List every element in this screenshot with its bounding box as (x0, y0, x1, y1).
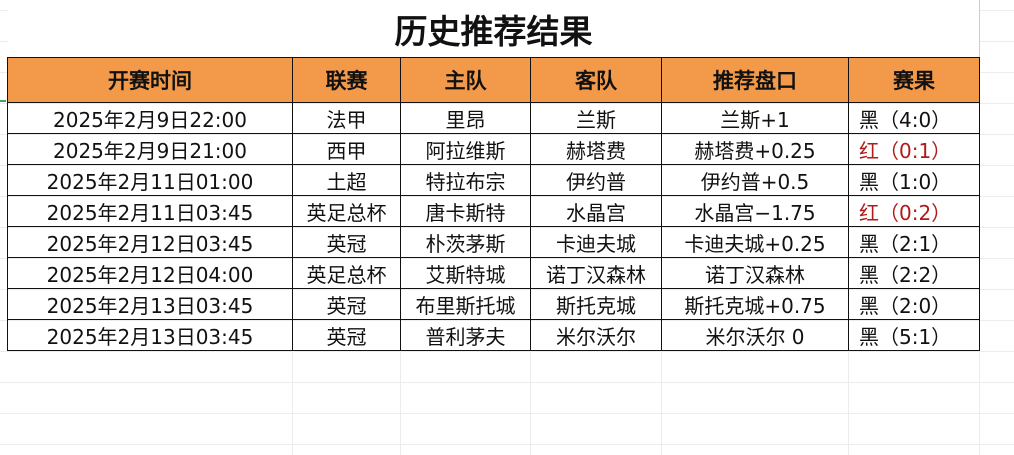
pick-cell[interactable]: 斯托克城+0.75 (661, 288, 849, 320)
away-cell[interactable]: 米尔沃尔 (530, 319, 662, 351)
table-row: 2025年2月12日03:45 英冠 朴茨茅斯 卡迪夫城 卡迪夫城+0.25 黑（2:1） (7, 226, 980, 258)
league-cell[interactable]: 英足总杯 (292, 257, 401, 289)
pick-cell[interactable]: 兰斯+1 (661, 102, 849, 134)
result-cell[interactable]: 黑（2:1） (848, 226, 980, 258)
table-row: 2025年2月11日01:00 土超 特拉布宗 伊约普 伊约普+0.5 黑（1:0） (7, 164, 980, 196)
results-table: 开赛时间 联赛 主队 客队 推荐盘口 赛果 2025年2月9日22:00 法甲 里昂… (7, 57, 980, 351)
league-cell[interactable]: 英冠 (292, 226, 401, 258)
table-row: 2025年2月11日03:45 英足总杯 唐卡斯特 水晶宫 水晶宫−1.75 红（0:2） (7, 195, 980, 227)
away-cell[interactable]: 斯托克城 (530, 288, 662, 320)
gridline (661, 351, 662, 455)
table-row: 2025年2月13日03:45 英冠 普利茅夫 米尔沃尔 米尔沃尔 0 黑（5:1） (7, 319, 980, 351)
league-cell[interactable]: 法甲 (292, 102, 401, 134)
row-selection-marker (0, 100, 6, 102)
pick-cell[interactable]: 水晶宫−1.75 (661, 195, 849, 227)
home-cell[interactable]: 阿拉维斯 (400, 133, 531, 165)
time-cell[interactable]: 2025年2月9日22:00 (7, 102, 293, 134)
gridline (979, 351, 980, 455)
time-cell[interactable]: 2025年2月11日03:45 (7, 195, 293, 227)
header-row: 开赛时间 联赛 主队 客队 推荐盘口 赛果 (7, 57, 980, 103)
result-cell[interactable]: 黑（2:2） (848, 257, 980, 289)
home-cell[interactable]: 唐卡斯特 (400, 195, 531, 227)
league-cell[interactable]: 西甲 (292, 133, 401, 165)
pick-cell[interactable]: 赫塔费+0.25 (661, 133, 849, 165)
home-cell[interactable]: 特拉布宗 (400, 164, 531, 196)
away-cell[interactable]: 兰斯 (530, 102, 662, 134)
time-cell[interactable]: 2025年2月9日21:00 (7, 133, 293, 165)
away-cell[interactable]: 水晶宫 (530, 195, 662, 227)
home-cell[interactable]: 朴茨茅斯 (400, 226, 531, 258)
table-row: 2025年2月12日04:00 英足总杯 艾斯特城 诺丁汉森林 诺丁汉森林 黑（2:2） (7, 257, 980, 289)
result-cell[interactable]: 黑（4:0） (848, 102, 980, 134)
header-home[interactable]: 主队 (400, 57, 531, 103)
home-cell[interactable]: 里昂 (400, 102, 531, 134)
time-cell[interactable]: 2025年2月12日03:45 (7, 226, 293, 258)
gridline (530, 351, 531, 455)
time-cell[interactable]: 2025年2月13日03:45 (7, 288, 293, 320)
gridline (848, 351, 849, 455)
header-result[interactable]: 赛果 (848, 57, 980, 103)
result-cell[interactable]: 黑（5:1） (848, 319, 980, 351)
header-league[interactable]: 联赛 (292, 57, 401, 103)
time-cell[interactable]: 2025年2月11日01:00 (7, 164, 293, 196)
time-cell[interactable]: 2025年2月12日04:00 (7, 257, 293, 289)
gridline (400, 351, 401, 455)
pick-cell[interactable]: 诺丁汉森林 (661, 257, 849, 289)
table-row: 2025年2月9日21:00 西甲 阿拉维斯 赫塔费 赫塔费+0.25 红（0:1） (7, 133, 980, 165)
table-row: 2025年2月9日22:00 法甲 里昂 兰斯 兰斯+1 黑（4:0） (7, 102, 980, 134)
away-cell[interactable]: 卡迪夫城 (530, 226, 662, 258)
league-cell[interactable]: 英冠 (292, 288, 401, 320)
time-cell[interactable]: 2025年2月13日03:45 (7, 319, 293, 351)
result-cell[interactable]: 黑（1:0） (848, 164, 980, 196)
header-away[interactable]: 客队 (530, 57, 662, 103)
gridline (292, 351, 293, 455)
away-cell[interactable]: 赫塔费 (530, 133, 662, 165)
league-cell[interactable]: 英足总杯 (292, 195, 401, 227)
pick-cell[interactable]: 伊约普+0.5 (661, 164, 849, 196)
league-cell[interactable]: 英冠 (292, 319, 401, 351)
home-cell[interactable]: 艾斯特城 (400, 257, 531, 289)
away-cell[interactable]: 伊约普 (530, 164, 662, 196)
home-cell[interactable]: 普利茅夫 (400, 319, 531, 351)
sheet-title-cell[interactable]: 历史推荐结果 (8, 0, 979, 57)
result-cell[interactable]: 红（0:1） (848, 133, 980, 165)
home-cell[interactable]: 布里斯托城 (400, 288, 531, 320)
header-pick[interactable]: 推荐盘口 (661, 57, 849, 103)
away-cell[interactable]: 诺丁汉森林 (530, 257, 662, 289)
league-cell[interactable]: 土超 (292, 164, 401, 196)
pick-cell[interactable]: 米尔沃尔 0 (661, 319, 849, 351)
pick-cell[interactable]: 卡迪夫城+0.25 (661, 226, 849, 258)
table-row: 2025年2月13日03:45 英冠 布里斯托城 斯托克城 斯托克城+0.75 黑（2:0… (7, 288, 980, 320)
result-cell[interactable]: 黑（2:0） (848, 288, 980, 320)
result-cell[interactable]: 红（0:2） (848, 195, 980, 227)
header-time[interactable]: 开赛时间 (7, 57, 293, 103)
gridline (979, 0, 980, 57)
